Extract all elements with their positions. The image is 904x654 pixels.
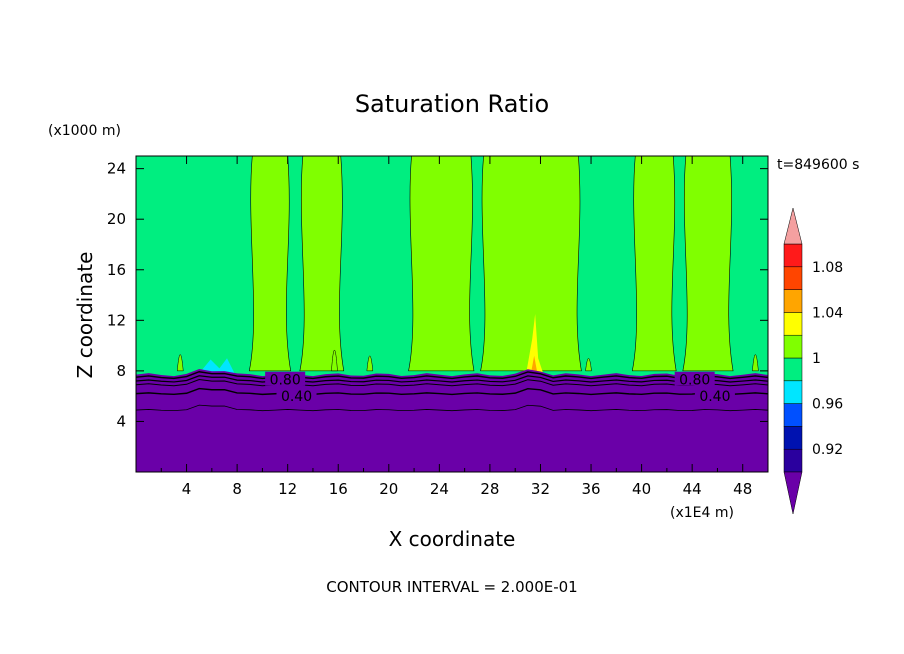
contour-wisp [752, 354, 759, 372]
colorbar-tick-label: 0.96 [812, 397, 843, 413]
y-tick-label: 16 [107, 261, 126, 279]
contour-band [248, 156, 292, 372]
subsaturated-patch [199, 358, 235, 374]
colorbar-under-arrow [783, 471, 803, 515]
colorbar-tick-label: 1.04 [812, 305, 843, 321]
x-tick-label: 44 [683, 480, 702, 498]
x-tick-label: 20 [379, 480, 398, 498]
contour-label-bg [276, 388, 317, 403]
contour-band [408, 156, 475, 372]
supersaturation-plume [526, 314, 544, 374]
x-tick-label: 36 [581, 480, 600, 498]
supersaturation-core [531, 355, 538, 373]
contour-band [631, 156, 677, 372]
colorbar-segment [783, 380, 803, 404]
x-tick-label: 8 [232, 480, 242, 498]
contour-label-bg [694, 388, 735, 403]
contour-wisp [176, 354, 184, 372]
x-tick-label: 24 [430, 480, 449, 498]
y-tick-label: 20 [107, 210, 126, 228]
contour-line [136, 387, 768, 396]
y-axis-label: Z coordinate [73, 252, 97, 379]
contour-line [136, 371, 768, 380]
y-tick-label: 12 [107, 311, 126, 329]
colorbar-segment [783, 403, 803, 427]
y-tick-label: 8 [116, 362, 126, 380]
colorbar-segment [783, 289, 803, 313]
y-tick-label: 4 [116, 412, 126, 430]
contour-label-bg [674, 371, 715, 386]
contour-wisp [331, 349, 338, 372]
contour-label: 0.80 [270, 373, 301, 389]
colorbar-segment [783, 357, 803, 382]
x-tick-label: 12 [278, 480, 297, 498]
contour-band [480, 156, 582, 372]
contour-line [136, 375, 768, 383]
contour-band [682, 156, 734, 372]
x-tick-label: 40 [632, 480, 651, 498]
contour-band [299, 156, 345, 372]
contour-label: 0.80 [679, 373, 710, 389]
x-axis-label: X coordinate [389, 527, 516, 551]
x-unit-label: (x1E4 m) [670, 505, 734, 521]
y-tick-label: 24 [107, 160, 126, 178]
colorbar-segment [783, 243, 803, 268]
x-tick-label: 48 [733, 480, 752, 498]
colorbar: 0.92 0.96 1 1.04 1.08 [783, 207, 843, 515]
time-label: t=849600 s [777, 157, 859, 173]
contour-label: 0.40 [281, 389, 312, 405]
x-tick-label: 16 [329, 480, 348, 498]
contour-line [136, 404, 768, 412]
plot-frame [135, 155, 769, 473]
colorbar-segment [783, 448, 803, 473]
colorbar-tick-label: 1 [812, 351, 821, 367]
y-unit-label: (x1000 m) [48, 123, 121, 139]
colorbar-segment [783, 334, 803, 359]
colorbar-over-arrow [783, 207, 803, 245]
chart-title: Saturation Ratio [355, 90, 549, 118]
colorbar-segment [783, 426, 803, 450]
contour-label: 0.40 [699, 389, 730, 405]
contour-labels: 0.800.400.800.40 [265, 371, 735, 405]
colorbar-segment [783, 312, 803, 336]
colorbar-tick-label: 0.92 [812, 442, 843, 458]
contour-line [136, 379, 768, 387]
contour-wisp [366, 355, 374, 372]
colorbar-segment [783, 266, 803, 290]
x-tick-label: 4 [182, 480, 192, 498]
contour-interval-note: CONTOUR INTERVAL = 2.000E-01 [326, 578, 577, 596]
plot-area [136, 156, 768, 472]
x-tick-label: 32 [531, 480, 550, 498]
contour-wisp [585, 358, 592, 372]
x-tick-label: 28 [480, 480, 499, 498]
field-layer [136, 156, 768, 472]
contour-label-bg [265, 371, 306, 386]
colorbar-tick-label: 1.08 [812, 260, 843, 276]
